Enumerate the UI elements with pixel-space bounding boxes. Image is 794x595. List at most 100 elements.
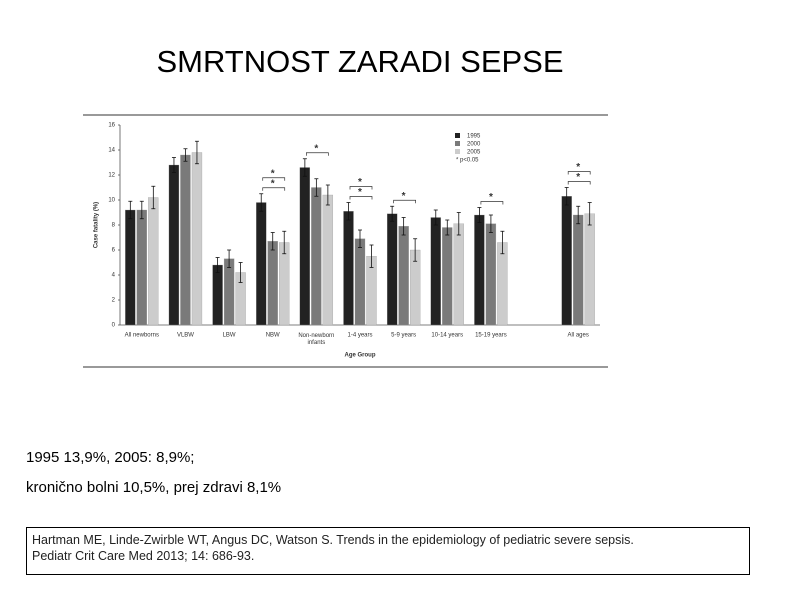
- bar: [497, 242, 508, 326]
- x-tick-label: LBW: [223, 333, 236, 339]
- error-bar: [456, 212, 461, 236]
- sig-bracket: [306, 152, 329, 156]
- sig-star: *: [576, 172, 580, 183]
- bar: [148, 197, 159, 326]
- y-tick-label: 16: [108, 123, 115, 129]
- error-bar: [139, 200, 144, 220]
- y-tick-label: 8: [112, 223, 116, 229]
- error-bar: [183, 148, 188, 162]
- error-bar: [477, 207, 482, 223]
- sig-star: *: [358, 187, 362, 198]
- citation-line: Hartman ME, Linde-Zwirble WT, Angus DC, …: [32, 533, 634, 547]
- error-bar: [171, 157, 176, 173]
- sig-star: *: [314, 143, 318, 154]
- error-bar: [259, 193, 264, 212]
- error-bar: [500, 230, 505, 255]
- x-tick-label: NBW: [266, 333, 280, 339]
- y-tick-label: 4: [112, 273, 116, 279]
- y-tick-label: 6: [112, 248, 116, 254]
- y-tick-label: 0: [112, 323, 116, 329]
- error-bar: [151, 185, 156, 210]
- bar: [398, 226, 409, 326]
- sig-bracket: [349, 186, 373, 190]
- bar: [343, 211, 354, 326]
- sig-bracket: [567, 181, 591, 185]
- bar: [573, 214, 584, 326]
- error-bar: [270, 232, 275, 251]
- x-tick-label: 10-14 years: [431, 333, 463, 339]
- sig-star: *: [271, 178, 275, 189]
- error-bar: [390, 205, 395, 222]
- error-bar: [346, 202, 351, 221]
- citation: Hartman ME, Linde-Zwirble WT, Angus DC, …: [26, 527, 750, 575]
- error-bar: [488, 214, 493, 233]
- sig-star: *: [271, 168, 275, 179]
- error-bar: [325, 184, 330, 206]
- bar: [267, 241, 278, 326]
- y-tick-label: 10: [108, 198, 115, 204]
- error-bar: [433, 209, 438, 226]
- bar: [474, 214, 485, 326]
- sig-star: *: [489, 192, 493, 203]
- y-axis-label: Case fatality (%): [94, 202, 100, 248]
- bar: [279, 242, 290, 326]
- bar: [386, 213, 398, 326]
- bar: [212, 264, 223, 326]
- legend-label: 1995: [467, 134, 481, 140]
- sig-bracket: [349, 196, 373, 200]
- x-tick-label: All ages: [568, 333, 589, 339]
- note: kronično bolni 10,5%, prej zdravi 8,1%: [26, 479, 282, 496]
- y-tick-label: 2: [112, 298, 116, 304]
- bar: [442, 227, 453, 326]
- error-bar: [564, 187, 569, 206]
- sig-star: *: [576, 162, 580, 173]
- x-tick-label: 5-9 years: [391, 333, 416, 339]
- error-bar: [445, 219, 450, 236]
- error-bar: [282, 230, 287, 255]
- sig-bracket: [480, 201, 504, 205]
- bar: [354, 238, 366, 326]
- bar: [223, 258, 235, 326]
- sig-bracket: [567, 171, 591, 175]
- bar: [168, 164, 180, 326]
- x-tick-label: 1-4 years: [347, 333, 372, 339]
- error-bar: [215, 257, 220, 273]
- sig-star: *: [402, 191, 406, 202]
- x-axis-label: Age Group: [345, 353, 376, 359]
- bar: [256, 202, 267, 326]
- legend-swatch: [455, 141, 460, 146]
- x-tick-label: 15-19 years: [475, 333, 507, 339]
- bar: [136, 209, 147, 326]
- y-tick-label: 12: [108, 173, 115, 179]
- bar: [191, 152, 203, 326]
- error-bar: [302, 158, 307, 177]
- bar: [322, 194, 334, 326]
- error-bar: [194, 140, 199, 165]
- bar: [180, 154, 191, 326]
- sig-star: *: [358, 177, 362, 188]
- bar: [125, 209, 136, 326]
- error-bar: [401, 217, 406, 236]
- bar: [485, 223, 497, 326]
- legend-swatch: [455, 133, 460, 138]
- y-tick-label: 14: [108, 148, 115, 154]
- legend-label: 2000: [467, 142, 481, 148]
- legend-label: 2005: [467, 150, 481, 156]
- bar: [453, 223, 464, 326]
- x-tick-label: All newborns: [125, 333, 159, 339]
- bar: [430, 217, 441, 326]
- error-bar: [358, 229, 362, 248]
- bar: [561, 196, 572, 326]
- error-bar: [128, 200, 133, 220]
- error-bar: [413, 238, 418, 262]
- error-bar: [227, 249, 232, 268]
- bar: [311, 187, 322, 326]
- error-bar: [314, 178, 319, 197]
- slide-title: SMRTNOST ZARADI SEPSE: [156, 44, 564, 79]
- x-tick-label: VLBW: [177, 333, 194, 339]
- error-bar: [587, 202, 592, 226]
- citation-line: Pediatr Crit Care Med 2013; 14: 686-93.: [32, 549, 255, 563]
- sig-bracket: [262, 187, 286, 191]
